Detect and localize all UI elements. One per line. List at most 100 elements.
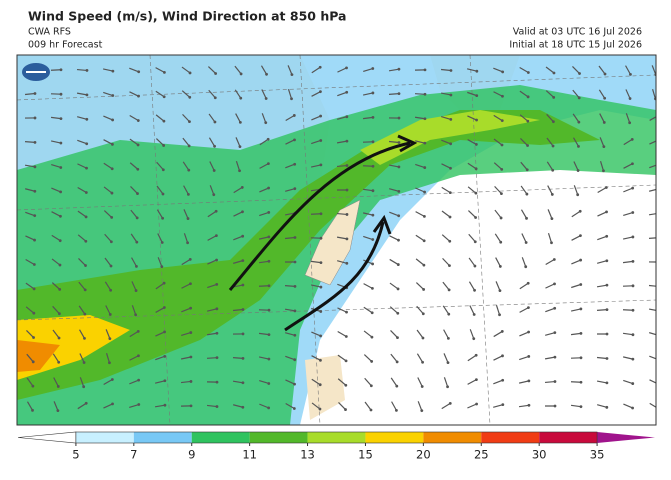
wind-arrow-head — [657, 163, 660, 166]
wind-arrow-head — [658, 285, 661, 288]
wind-arrow — [105, 353, 111, 363]
wind-arrow-head — [345, 115, 349, 119]
wind-arrow-head — [527, 355, 531, 358]
wind-arrow-head — [345, 139, 349, 143]
wind-arrow-head — [631, 333, 635, 337]
wind-arrow — [50, 69, 62, 71]
wind-arrow-head — [449, 166, 452, 170]
wind-arrow — [103, 91, 113, 97]
wind-arrow — [467, 162, 477, 170]
wind-arrow-head — [241, 308, 245, 311]
wind-arrow-head — [213, 96, 217, 100]
wind-arrow-head — [33, 140, 37, 144]
wind-arrow-head — [293, 382, 296, 386]
wind-arrow-head — [473, 240, 477, 244]
wind-arrow — [390, 377, 398, 387]
wind-arrow-head — [421, 336, 425, 340]
wind-arrow-head — [657, 407, 660, 410]
wind-arrow — [285, 402, 295, 410]
wind-arrow-head — [214, 209, 218, 213]
wind-arrow-head — [163, 354, 167, 358]
wind-arrow-head — [576, 193, 580, 197]
wind-arrow — [520, 161, 528, 171]
wind-arrow-head — [397, 116, 401, 120]
wind-arrow-head — [628, 121, 632, 125]
wind-arrow — [493, 355, 503, 361]
wind-arrow — [260, 65, 268, 75]
wind-arrow-head — [396, 336, 399, 339]
wind-arrow — [622, 236, 634, 240]
wind-arrow — [103, 162, 113, 170]
wind-arrow — [336, 140, 348, 144]
wind-arrow — [258, 285, 270, 287]
wind-arrow — [441, 186, 451, 194]
colorbar-segment — [75, 432, 134, 443]
wind-arrow — [285, 355, 295, 361]
wind-arrow — [599, 113, 605, 123]
wind-arrow-head — [474, 378, 478, 382]
wind-arrow-head — [396, 311, 400, 315]
wind-field — [17, 110, 600, 400]
wind-arrow — [648, 308, 656, 311]
wind-arrow-head — [319, 139, 323, 142]
wind-field — [17, 340, 60, 372]
wind-arrow-head — [448, 402, 452, 405]
colorbar: 5 7 9 11 13 15 20 25 30 35 — [17, 431, 655, 462]
wind-arrow-head — [631, 284, 635, 288]
wind-arrow-head — [577, 96, 581, 100]
wind-arrow-head — [319, 90, 322, 94]
wind-arrow — [181, 332, 191, 336]
wind-arrow — [208, 137, 216, 147]
wind-arrow-head — [162, 281, 166, 285]
wind-arrow — [182, 137, 190, 147]
wind-arrow — [77, 116, 87, 120]
wind-arrow — [156, 209, 164, 219]
wind-arrow-head — [369, 408, 373, 412]
wind-arrow — [572, 137, 580, 147]
wind-arrow — [545, 258, 555, 266]
wind-arrow — [129, 67, 139, 73]
wind-arrow — [52, 305, 60, 315]
wind-arrow-head — [422, 263, 426, 267]
wind-arrow-head — [319, 285, 323, 289]
wind-arrow — [469, 329, 475, 339]
wind-arrow-head — [474, 191, 478, 195]
wind-arrow — [546, 161, 554, 171]
colorbar-tick-label: 9 — [188, 448, 195, 462]
logo — [22, 63, 50, 81]
wind-arrow — [78, 305, 86, 315]
wind-arrow-head — [527, 403, 531, 407]
wind-arrow-head — [163, 70, 166, 74]
wind-arrow — [24, 141, 36, 143]
wind-arrow — [104, 257, 112, 267]
wind-arrow — [155, 355, 165, 361]
wind-arrow — [235, 113, 241, 123]
wind-arrow — [261, 113, 267, 123]
wind-arrow-head — [500, 143, 504, 147]
wind-arrow-head — [449, 93, 453, 97]
wind-arrow — [183, 185, 189, 195]
wind-arrow-head — [267, 186, 270, 190]
wind-arrow — [25, 306, 35, 314]
wind-arrow — [50, 116, 62, 120]
wind-arrow-head — [82, 385, 86, 389]
wind-arrow — [285, 114, 295, 122]
wind-arrow-head — [371, 91, 375, 95]
wind-arrow — [416, 329, 424, 339]
wind-arrow — [545, 283, 555, 289]
wind-arrow — [287, 65, 293, 75]
wind-arrow-head — [631, 259, 635, 263]
wind-arrow — [337, 116, 347, 120]
wind-arrow-head — [85, 166, 88, 170]
wind-arrow-head — [474, 143, 478, 146]
wind-arrow-head — [629, 72, 632, 76]
wind-arrow — [207, 210, 217, 218]
wind-arrow-head — [423, 117, 427, 121]
wind-arrow-head — [108, 313, 112, 316]
wind-arrow-head — [212, 169, 216, 172]
wind-arrow-head — [500, 330, 504, 333]
wind-arrow-head — [238, 169, 241, 173]
wind-arrow — [467, 115, 477, 121]
wind-arrow — [51, 258, 61, 266]
wind-arrow — [389, 211, 399, 217]
